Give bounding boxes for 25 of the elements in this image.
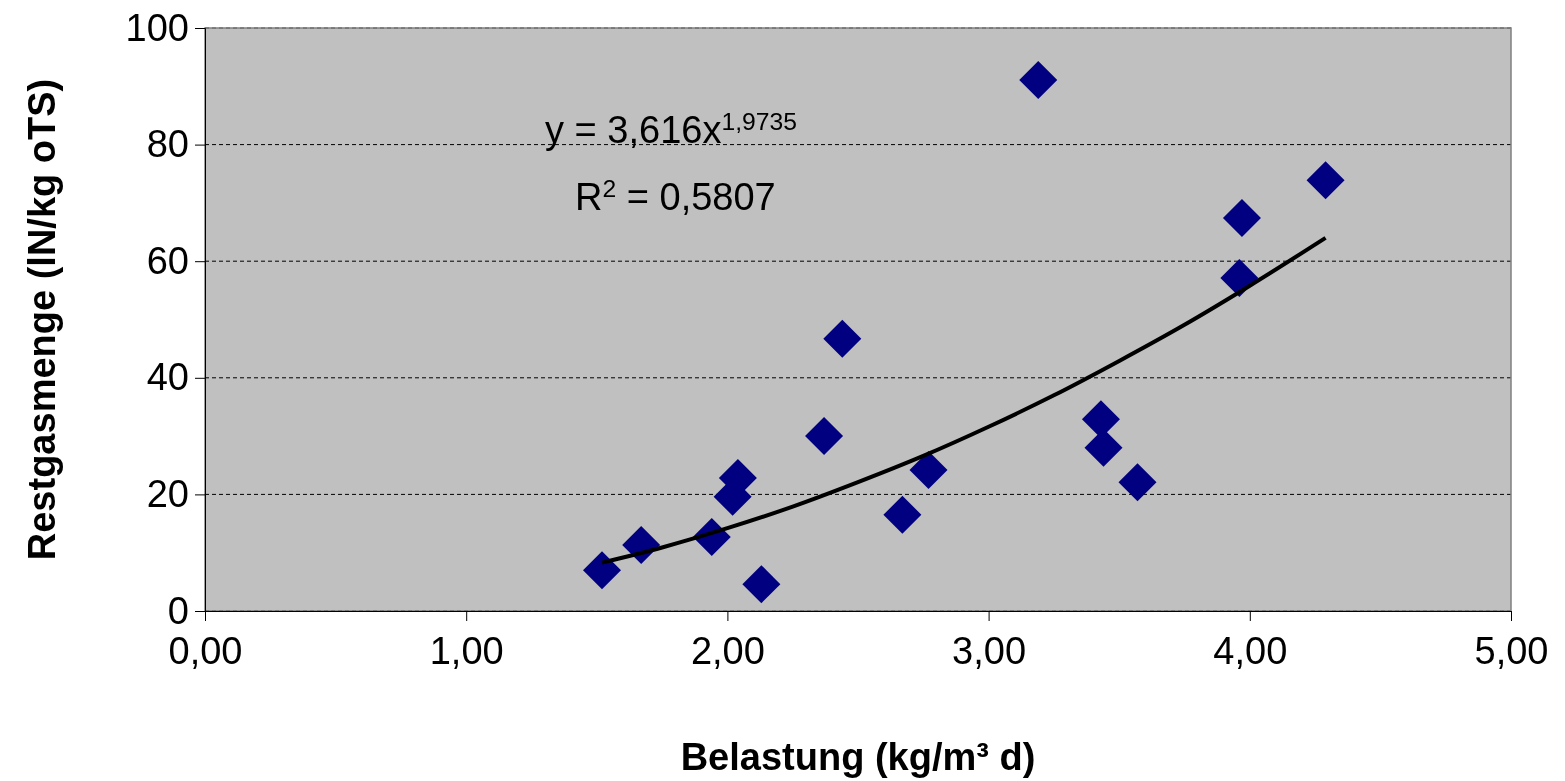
point xyxy=(1019,60,1058,99)
x-tick-label: 3,00 xyxy=(952,629,1027,672)
y-tick-label: 60 xyxy=(146,239,189,282)
point xyxy=(1118,463,1157,502)
annotation: R$^{2}$ = 0,5807 xyxy=(575,174,776,218)
point xyxy=(823,319,862,358)
x-axis-title: Belastung (kg/m³ d) xyxy=(680,736,1036,778)
annotation: y = 3,616x$^{1,9735}$ xyxy=(545,107,797,151)
x-tick-label: 5,00 xyxy=(1474,629,1549,672)
y-axis-title: Restgasmenge (lN/kg oTS) xyxy=(21,78,63,561)
point xyxy=(883,495,922,534)
point xyxy=(1222,199,1261,238)
y-tick-label: 40 xyxy=(146,356,189,399)
x-tick-label: 0,00 xyxy=(168,629,243,672)
y-tick-label: 20 xyxy=(146,473,189,516)
x-tick-label: 1,00 xyxy=(429,629,504,672)
y-tick-label: 80 xyxy=(146,123,189,166)
x-tick-label: 4,00 xyxy=(1213,629,1288,672)
point xyxy=(1306,161,1345,200)
point xyxy=(742,565,781,604)
x-tick-label: 2,00 xyxy=(690,629,765,672)
y-tick-label: 0 xyxy=(167,589,189,632)
point xyxy=(583,551,622,590)
y-tick-label: 100 xyxy=(125,6,189,49)
point xyxy=(805,417,844,456)
